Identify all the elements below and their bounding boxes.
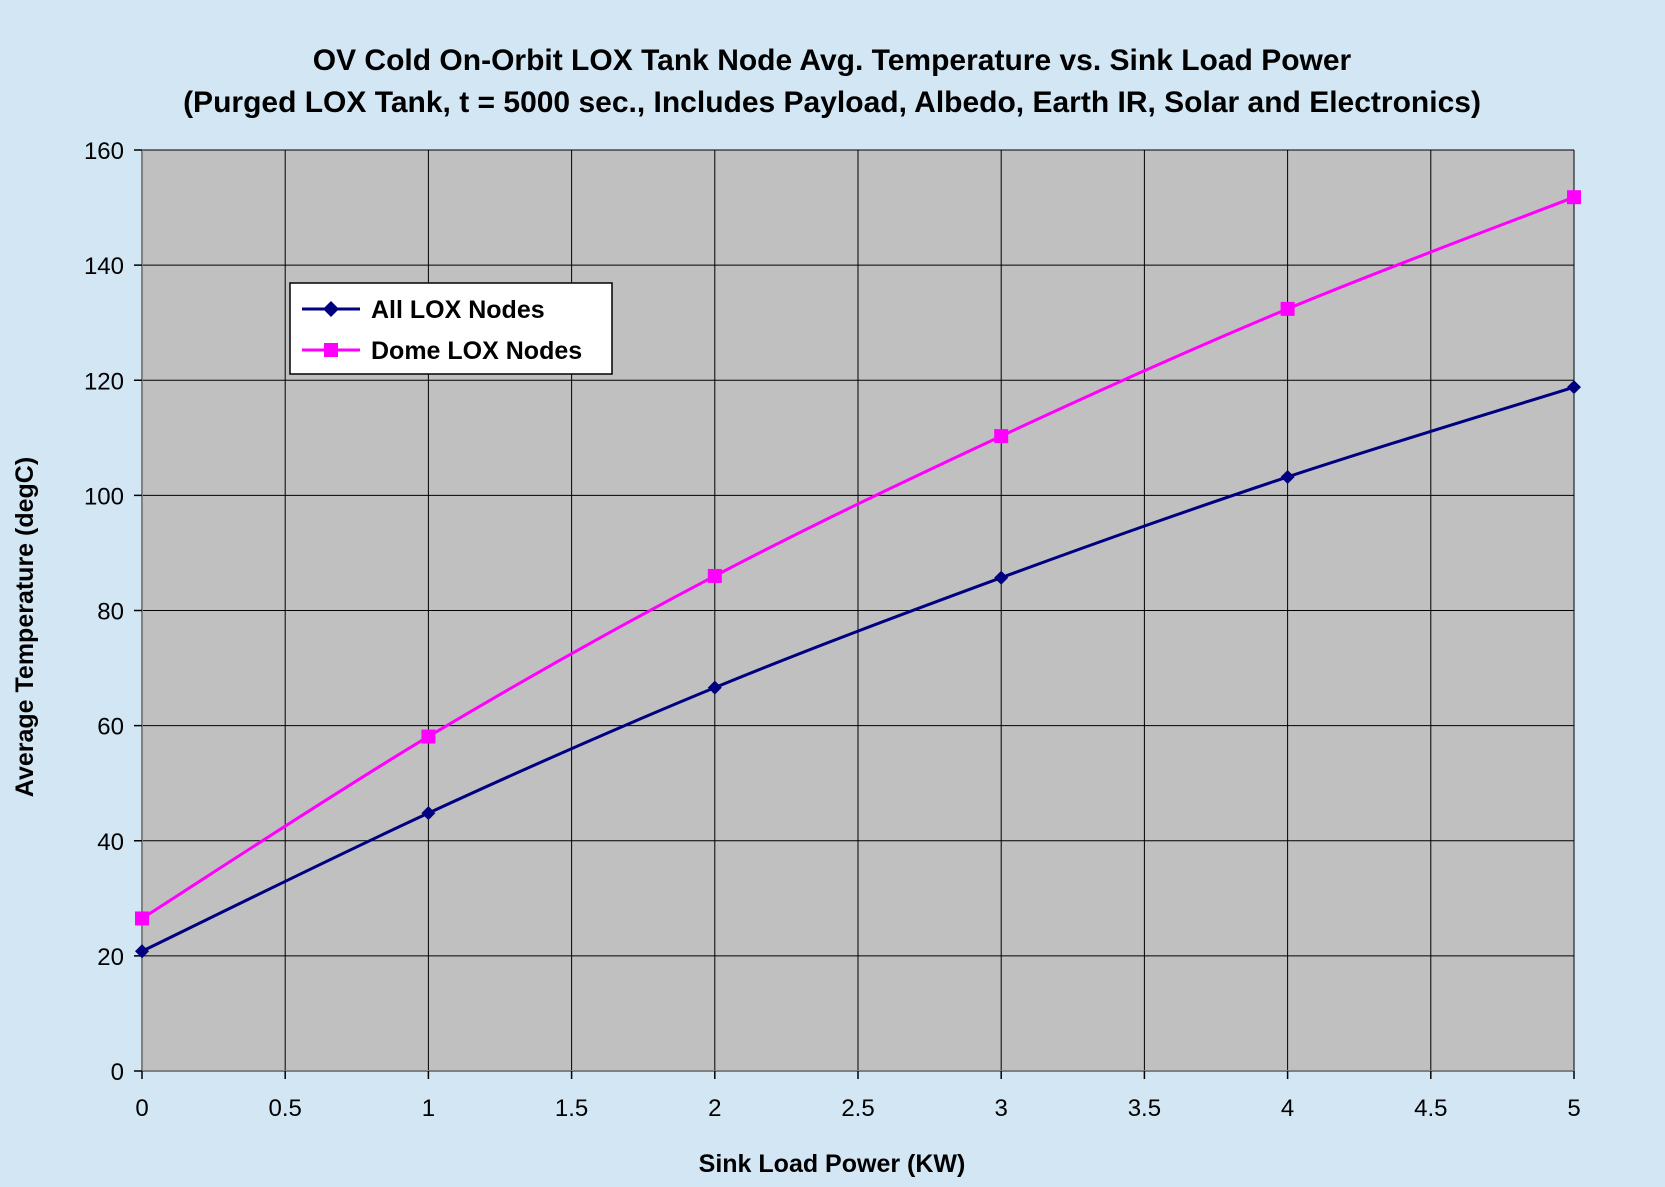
x-tick-label: 5 <box>1567 1095 1580 1122</box>
data-point <box>421 806 436 821</box>
y-tick-label: 120 <box>84 368 124 395</box>
x-tick-label: 2.5 <box>841 1095 874 1122</box>
x-tick-label: 3.5 <box>1128 1095 1161 1122</box>
x-tick-label: 1 <box>422 1095 435 1122</box>
y-tick-label: 0 <box>111 1059 124 1086</box>
y-axis-ticks: 0 20 40 60 80 100 120 140 160 <box>84 138 142 1086</box>
y-tick-label: 100 <box>84 483 124 510</box>
x-tick-label: 1.5 <box>555 1095 588 1122</box>
data-point <box>994 570 1009 585</box>
data-point <box>135 944 149 959</box>
chart-title: OV Cold On-Orbit LOX Tank Node Avg. Temp… <box>313 44 1352 77</box>
legend-marker-all-lox-nodes <box>323 301 339 317</box>
data-point <box>135 911 149 926</box>
data-point <box>1567 380 1581 395</box>
y-tick-label: 80 <box>97 599 124 626</box>
y-tick-label: 160 <box>84 138 124 165</box>
x-tick-label: 0 <box>135 1095 148 1122</box>
legend-marker-dome-lox-nodes <box>324 343 338 357</box>
x-tick-label: 4 <box>1281 1095 1294 1122</box>
series-all-lox-nodes <box>135 380 1581 959</box>
x-tick-label: 3 <box>995 1095 1008 1122</box>
series-dome-lox-nodes <box>135 190 1581 926</box>
series-layer <box>135 190 1581 959</box>
x-axis-ticks: 0 0.5 1 1.5 2 2.5 3 3.5 4 4.5 5 <box>135 1071 1581 1122</box>
legend-box <box>289 282 613 375</box>
y-tick-label: 40 <box>97 829 124 856</box>
x-tick-label: 0.5 <box>269 1095 302 1122</box>
data-point <box>1567 190 1581 205</box>
x-tick-label: 2 <box>708 1095 721 1122</box>
x-tick-label: 4.5 <box>1414 1095 1447 1122</box>
legend-item-dome-lox-nodes: Dome LOX Nodes <box>302 337 582 365</box>
data-point <box>994 429 1009 444</box>
y-tick-label: 140 <box>84 253 124 280</box>
series-line-all-lox-nodes <box>141 385 1575 953</box>
data-point <box>707 568 722 583</box>
y-axis-title: Average Temperature (degC) <box>11 457 39 797</box>
legend-label-all-lox-nodes: All LOX Nodes <box>371 296 545 324</box>
data-point <box>1280 469 1295 484</box>
data-point <box>707 680 722 695</box>
x-axis-title: Sink Load Power (KW) <box>699 1150 966 1178</box>
legend-item-all-lox-nodes: All LOX Nodes <box>302 296 545 324</box>
series-line-dome-lox-nodes <box>141 195 1575 920</box>
legend-label-dome-lox-nodes: Dome LOX Nodes <box>371 337 582 365</box>
y-tick-label: 60 <box>97 714 124 741</box>
data-point <box>1280 301 1295 316</box>
y-tick-label: 20 <box>97 944 124 971</box>
legend: All LOX Nodes Dome LOX Nodes <box>289 282 613 375</box>
data-point <box>421 729 436 744</box>
chart-subtitle: (Purged LOX Tank, t = 5000 sec., Include… <box>183 86 1481 119</box>
